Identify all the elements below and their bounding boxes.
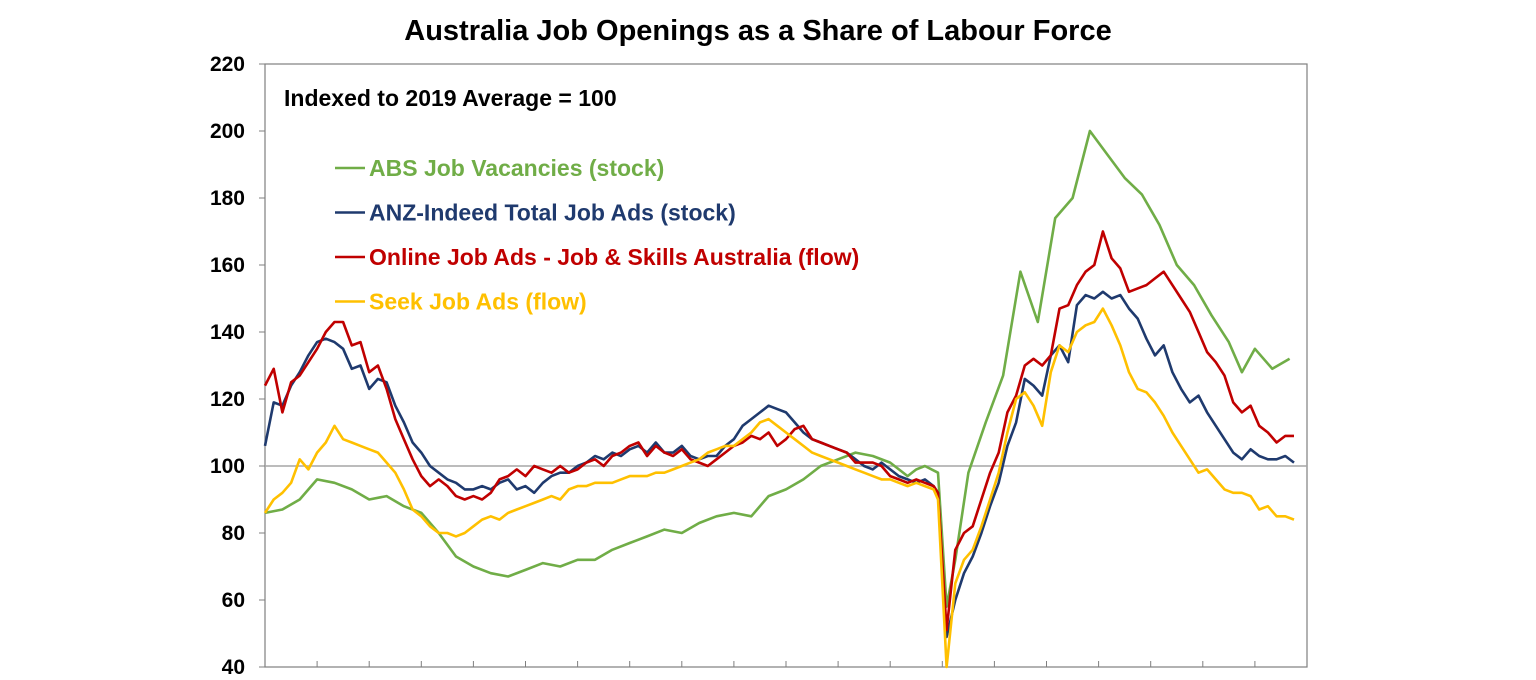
chart-title: Australia Job Openings as a Share of Lab…	[404, 15, 1111, 47]
series-line-1	[263, 290, 1295, 639]
y-tick-label: 160	[210, 254, 245, 277]
plot-area	[264, 63, 1308, 668]
y-tick-label: 60	[222, 589, 245, 612]
legend: ABS Job Vacancies (stock) ANZ-Indeed Tota…	[335, 155, 859, 315]
legend-label-0: ABS Job Vacancies (stock)	[369, 155, 664, 181]
y-tick-label: 100	[210, 455, 245, 478]
legend-label-2: Online Job Ads - Job & Skills Australia …	[369, 244, 859, 270]
series-line-2	[263, 230, 1294, 632]
y-tick-label: 200	[210, 120, 245, 143]
legend-label-3: Seek Job Ads (flow)	[369, 289, 587, 315]
y-tick-label: 180	[210, 187, 245, 210]
y-tick-label: 220	[210, 53, 245, 76]
series-line-3	[263, 307, 1295, 669]
y-tick-label: 80	[222, 522, 245, 545]
index-annotation: Indexed to 2019 Average = 100	[284, 85, 617, 111]
series-line-0	[264, 129, 1291, 609]
y-tick-label: 40	[222, 656, 245, 679]
legend-label-1: ANZ-Indeed Total Job Ads (stock)	[369, 200, 736, 226]
y-tick-label: 120	[210, 388, 245, 411]
y-axis: 40 60 80 100 120 140 160 180 200 220	[210, 53, 1256, 679]
y-tick-label: 140	[210, 321, 245, 344]
series-lines	[263, 129, 1295, 669]
